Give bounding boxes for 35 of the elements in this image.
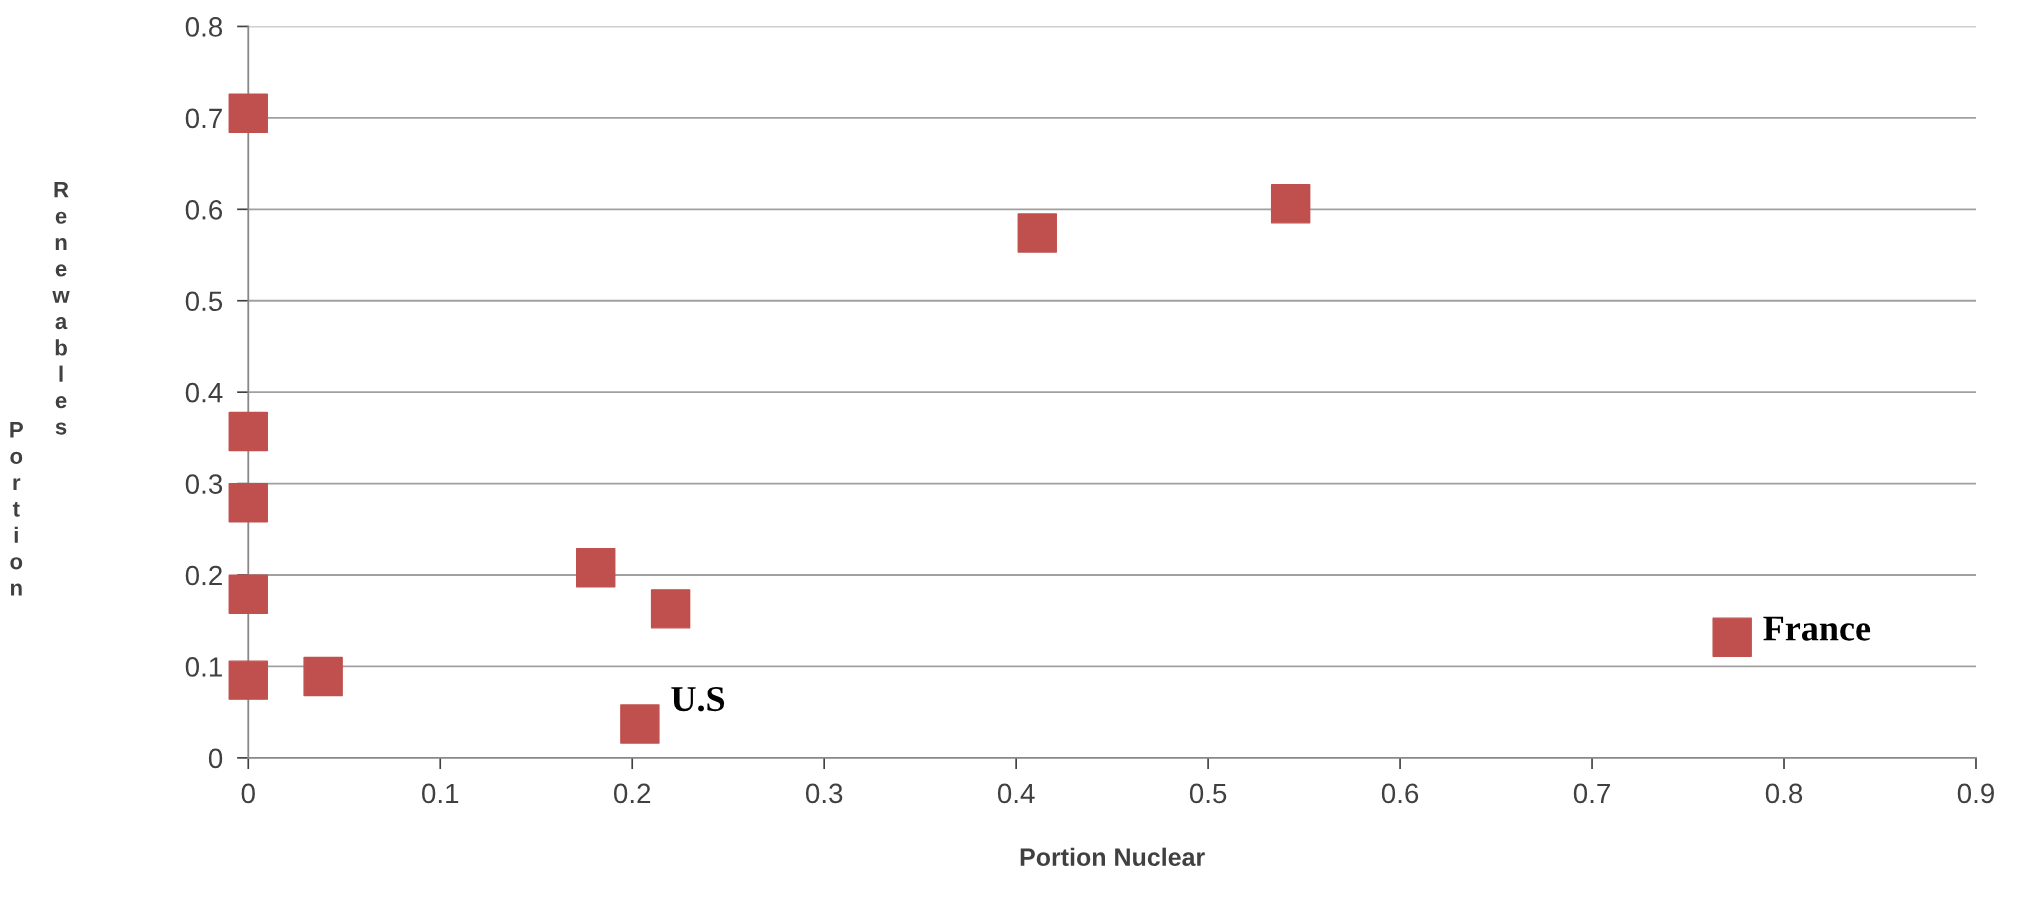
point [1017, 213, 1057, 253]
x-tick-label: 0.4 [997, 783, 1035, 804]
x-tick-label: 0.9 [1957, 783, 1994, 804]
point [650, 589, 691, 629]
point [1270, 184, 1311, 224]
x-tick-label: 0.1 [422, 783, 459, 804]
y-tick-label: 0.5 [185, 291, 223, 312]
x-axis-title: Portion Nuclear [1020, 847, 1205, 867]
point [1712, 617, 1752, 657]
point [228, 660, 268, 700]
x-tick-label: 0 [241, 783, 255, 804]
x-tick-label: 0.5 [1189, 783, 1227, 804]
point [576, 547, 616, 588]
y-tick-label: 0.4 [185, 382, 223, 403]
text: Portion Renewables [10, 181, 70, 596]
point [228, 483, 268, 523]
x-tick-label: 0.3 [805, 783, 843, 804]
point [620, 704, 660, 744]
point [228, 93, 268, 134]
y-tick-label: 0.1 [185, 657, 222, 677]
x-tick-label: 0.6 [1381, 783, 1419, 804]
point [228, 574, 268, 614]
y-tick-label: 0.3 [185, 474, 223, 494]
y-tick-label: 0.2 [185, 565, 222, 586]
annotation: U.S [671, 686, 725, 712]
x-tick-label: 0.2 [613, 783, 651, 804]
y-tick-label: 0.7 [185, 108, 222, 129]
y-tick-label: 0.8 [185, 17, 223, 37]
point [228, 411, 268, 452]
x-tick-label: 0.8 [1765, 783, 1803, 804]
x-tick-label: 0.7 [1573, 783, 1610, 804]
y-tick-label: 0.6 [185, 199, 223, 220]
y-tick-label: 0 [208, 748, 223, 769]
point [303, 656, 343, 697]
annotation: France [1763, 616, 1871, 641]
